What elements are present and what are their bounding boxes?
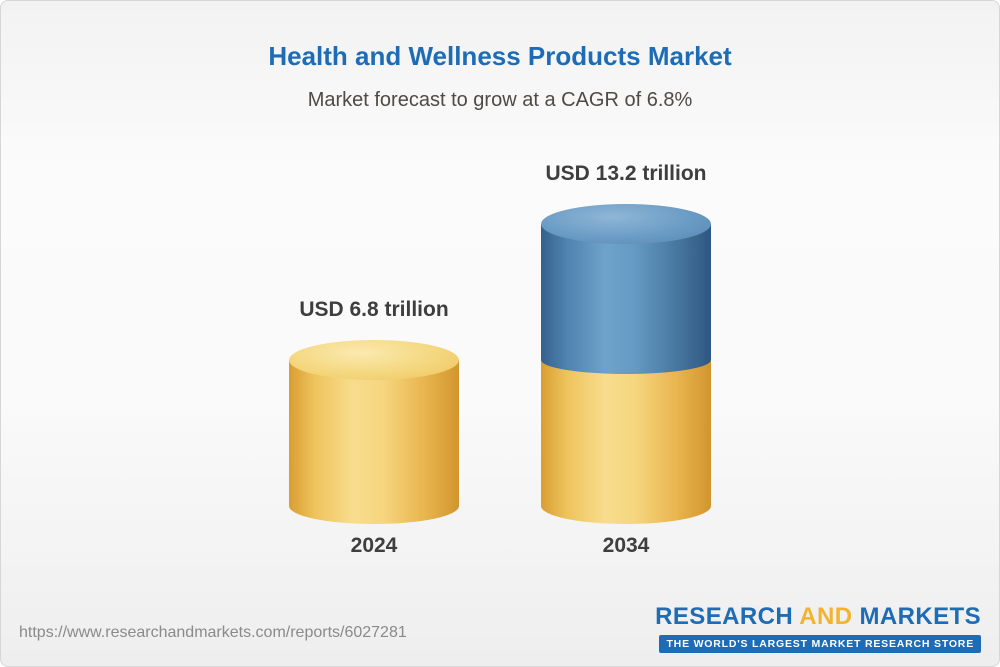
- logo-wordmark: RESEARCH AND MARKETS: [655, 603, 981, 631]
- x-axis-label-2024: 2024: [350, 534, 398, 557]
- bar-2034-blue-segment: [541, 223, 711, 375]
- report-url[interactable]: https://www.researchandmarkets.com/repor…: [19, 624, 407, 641]
- logo-word-and: AND: [799, 603, 853, 630]
- bar-2034-yellow-segment: [541, 360, 711, 524]
- bar-2034-cylinder-top: [541, 203, 711, 244]
- research-and-markets-logo: RESEARCH AND MARKETS THE WORLD'S LARGEST…: [655, 603, 981, 653]
- logo-word-markets: MARKETS: [859, 603, 981, 630]
- logo-tagline: THE WORLD'S LARGEST MARKET RESEARCH STOR…: [659, 635, 981, 653]
- bar-2024-value-label: USD 6.8 trillion: [299, 298, 449, 322]
- chart-subtitle: Market forecast to grow at a CAGR of 6.8…: [307, 89, 693, 111]
- bar-2024-cylinder-body: [289, 360, 459, 524]
- chart-title: Health and Wellness Products Market: [268, 41, 732, 71]
- bar-2024-cylinder-top: [289, 340, 459, 381]
- bar-2034-value-label: USD 13.2 trillion: [545, 161, 707, 185]
- x-axis-label-2034: 2034: [602, 534, 650, 557]
- logo-word-research: RESEARCH: [655, 603, 794, 630]
